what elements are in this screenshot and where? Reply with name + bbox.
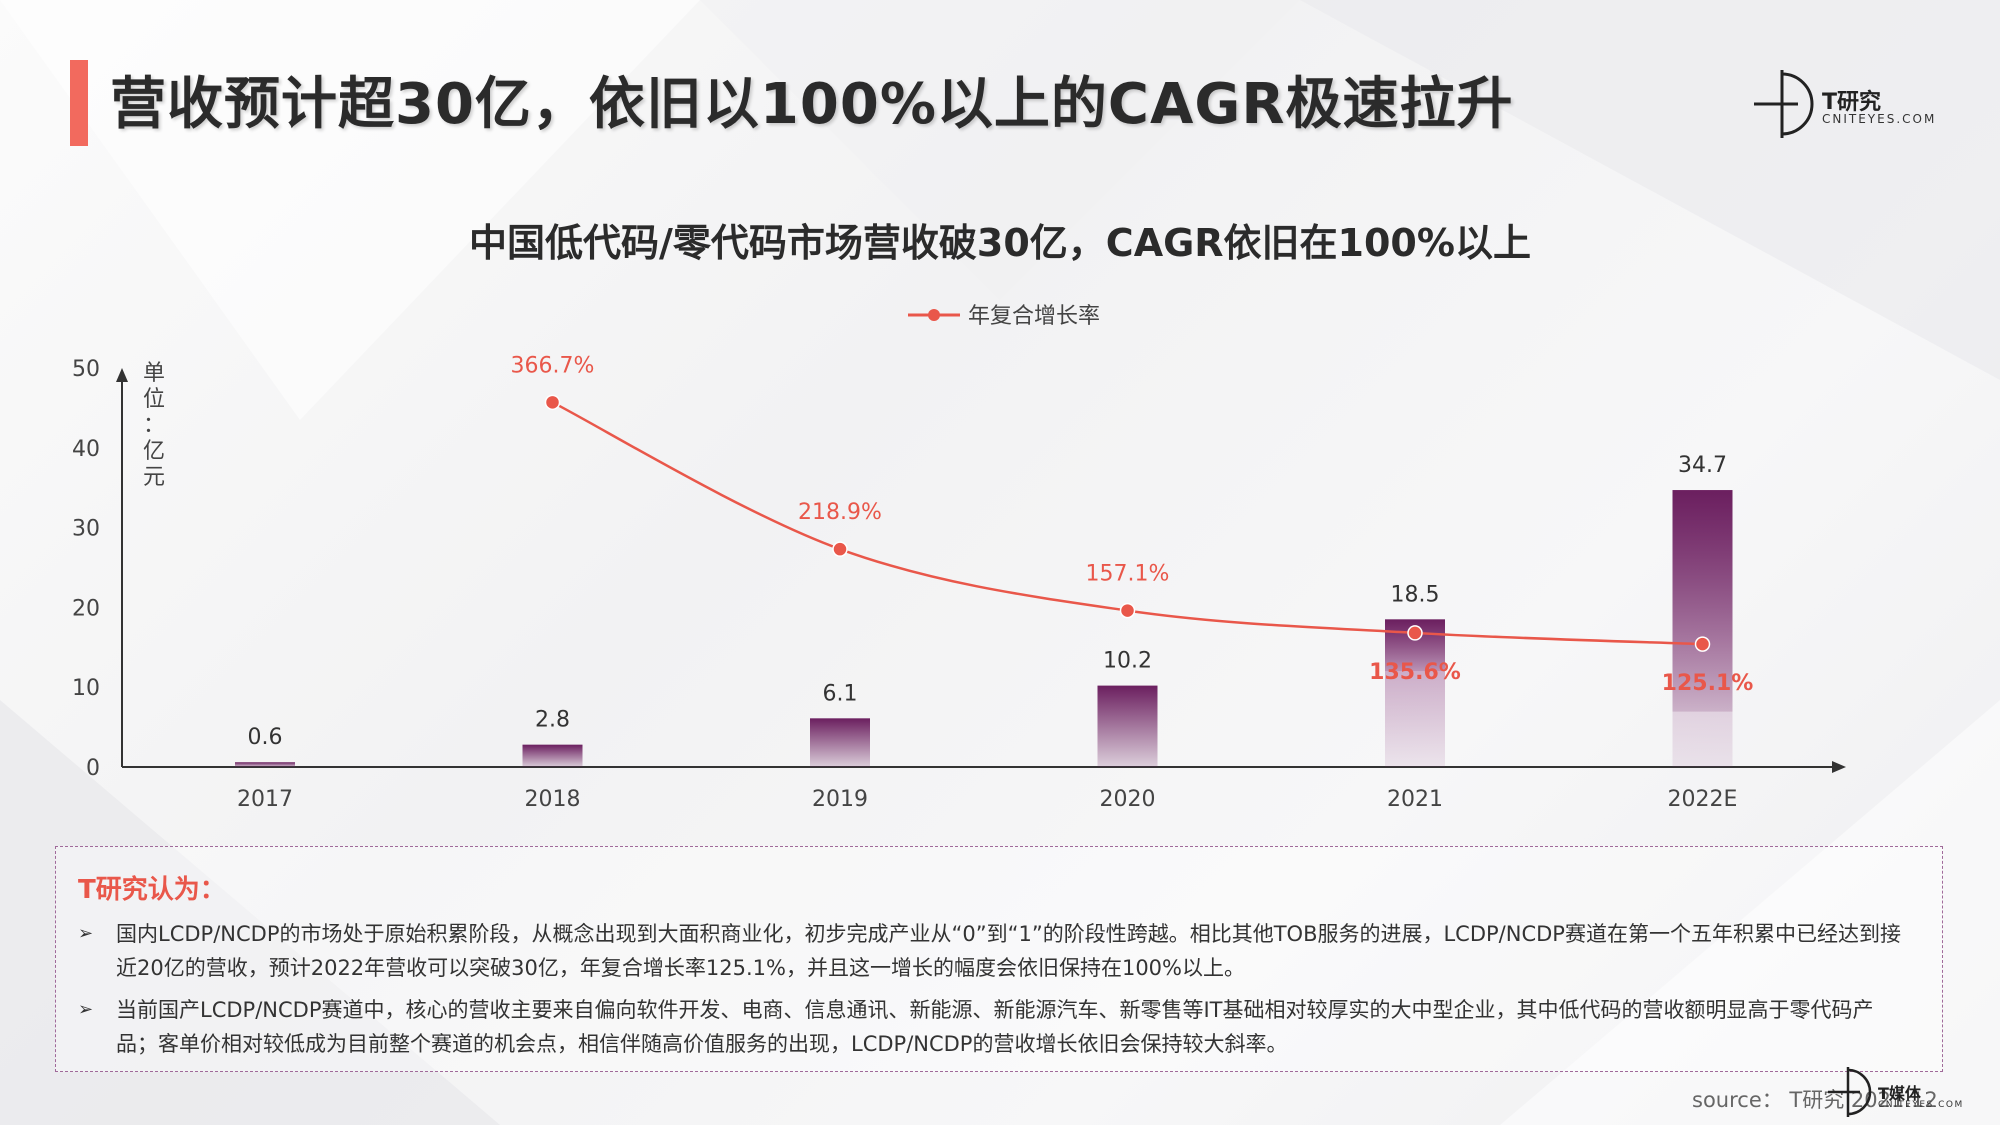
logo-name-cn: T研究 <box>1822 90 1882 115</box>
bar-value-label: 10.2 <box>1103 649 1152 674</box>
x-tick-label: 2017 <box>237 787 293 812</box>
y-axis-arrow-icon <box>116 368 128 382</box>
growth-rate-point <box>1119 602 1136 619</box>
bar-value-label: 34.7 <box>1678 453 1727 478</box>
bar <box>810 718 870 767</box>
footer-logo-name-en: CNITEYES.COM <box>1878 1100 1964 1110</box>
slide-title: 营收预计超30亿，依旧以100%以上的CAGR极速拉升 <box>110 72 1514 137</box>
y-tick-labels: 0 10 20 30 40 50 <box>72 357 100 781</box>
chart-legend: 年复合增长率 <box>908 304 1100 329</box>
growth-rate-label: 218.9% <box>798 500 882 525</box>
x-tick-label: 2022E <box>1668 787 1738 812</box>
logo-mark-icon <box>1754 70 1814 138</box>
insight-heading: T研究认为： <box>78 875 226 905</box>
growth-rate-point <box>832 541 848 557</box>
bar-value-labels: 0.6 2.8 6.1 10.2 18.5 34.7 <box>248 453 1727 750</box>
y-tick-label: 40 <box>72 437 100 462</box>
growth-rate-point <box>1407 625 1423 641</box>
x-tick-labels: 2017 2018 2019 2020 2021 2022E <box>237 787 1737 812</box>
x-tick-label: 2019 <box>812 787 868 812</box>
footer-logo-mark-icon <box>1828 1067 1872 1117</box>
growth-rate-label: 366.7% <box>511 353 595 378</box>
logo-name-en: CNITEYES.COM <box>1822 112 1937 126</box>
insight-bullet: ➢ 当前国产LCDP/NCDP赛道中，核心的营收主要来自偏向软件开发、电商、信息… <box>78 993 1908 1061</box>
insight-bullet: ➢ 国内LCDP/NCDP的市场处于原始积累阶段，从概念出现到大面积商业化，初步… <box>78 917 1908 985</box>
growth-rate-point <box>1694 636 1711 652</box>
chart-title: 中国低代码/零代码市场营收破30亿，CAGR依旧在100%以上 <box>469 221 1531 265</box>
growth-rate-line <box>551 401 1703 646</box>
footer-logo: T媒体 CNITEYES.COM <box>1826 1064 1998 1120</box>
x-tick-label: 2020 <box>1100 787 1156 812</box>
x-axis-arrow-icon <box>1832 761 1846 773</box>
bar <box>235 762 295 767</box>
bar-value-label: 18.5 <box>1391 582 1440 607</box>
bullet-arrow-icon: ➢ <box>78 923 94 944</box>
growth-rate-series: 366.7% 218.9% 157.1% 135.6% 125.1% <box>511 353 1754 696</box>
bar <box>1097 685 1158 767</box>
bar-value-label: 6.1 <box>823 681 858 706</box>
growth-rate-point <box>544 394 561 411</box>
bar-series <box>235 490 1733 767</box>
y-axis-label: 单位：亿元 <box>143 361 165 490</box>
y-tick-label: 20 <box>72 596 100 621</box>
legend-marker-swatch <box>928 309 940 321</box>
legend-label: 年复合增长率 <box>968 304 1100 329</box>
y-tick-label: 10 <box>72 676 100 701</box>
growth-rate-label: 157.1% <box>1086 562 1170 587</box>
source-note: source： T研究 2021.12 <box>1692 1088 1938 1112</box>
insight-bullet-text: 国内LCDP/NCDP的市场处于原始积累阶段，从概念出现到大面积商业化，初步完成… <box>116 922 1901 980</box>
bar <box>522 744 583 767</box>
bar-upper-band <box>1672 490 1733 712</box>
y-tick-label: 0 <box>86 756 100 781</box>
insight-bullet-text: 当前国产LCDP/NCDP赛道中，核心的营收主要来自偏向软件开发、电商、信息通讯… <box>116 998 1874 1056</box>
x-tick-label: 2018 <box>525 787 581 812</box>
x-tick-label: 2021 <box>1387 787 1443 812</box>
brand-logo: T研究 CNITEYES.COM <box>1752 66 1952 142</box>
bar-value-label: 0.6 <box>248 725 283 750</box>
y-tick-label: 30 <box>72 517 100 542</box>
bar-value-label: 2.8 <box>535 708 570 733</box>
bullet-arrow-icon: ➢ <box>78 999 94 1020</box>
growth-rate-label: 125.1% <box>1662 671 1754 696</box>
chart-axes <box>116 368 1846 773</box>
chart-svg: 年复合增长率 0 10 20 30 40 50 单位：亿元 0.6 2.8 6.1 10.2 18… <box>72 304 1846 812</box>
insight-panel: T研究认为： ➢ 国内LCDP/NCDP的市场处于原始积累阶段，从概念出现到大面… <box>55 846 1943 1072</box>
y-tick-label: 50 <box>72 357 100 382</box>
footer-logo-name-cn: T媒体 <box>1878 1084 1921 1103</box>
growth-rate-label: 135.6% <box>1369 660 1461 685</box>
title-accent-bar <box>70 60 88 146</box>
